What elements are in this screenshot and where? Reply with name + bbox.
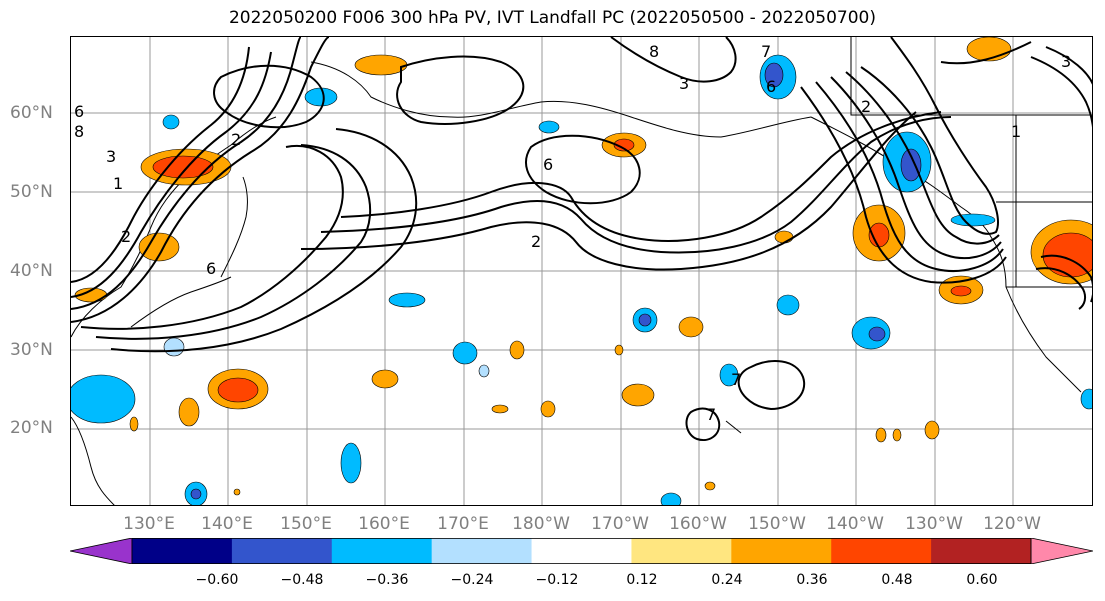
graticule — [71, 37, 1092, 505]
colorbar-tick-label: 0.36 — [796, 572, 828, 588]
lon-label-160w: 160°W — [669, 514, 727, 534]
contour-label: 2 — [861, 97, 871, 116]
colorbar-cell — [431, 538, 533, 564]
colorbar-extend-high — [1030, 538, 1093, 564]
map-canvas: 2 3 1 6 2 6 2 8 3 7 6 2 1 3 7 7 6 8 — [71, 37, 1092, 505]
colorbar-cell — [731, 538, 832, 564]
colorbar-tick-label: −0.36 — [365, 572, 409, 588]
lat-label-40n: 40°N — [10, 261, 53, 281]
lat-label-20n: 20°N — [10, 418, 53, 438]
contour-label: 6 — [543, 155, 553, 174]
lat-label-60n: 60°N — [10, 103, 53, 123]
lat-label-50n: 50°N — [10, 182, 53, 202]
colorbar-cell — [231, 538, 333, 564]
lon-label-140w: 140°W — [826, 514, 884, 534]
contour-label: 2 — [231, 130, 241, 149]
lon-label-130e: 130°E — [123, 514, 175, 534]
colorbar-tick-label: −0.60 — [195, 572, 239, 588]
lon-label-120w: 120°W — [983, 514, 1041, 534]
map-panel: 2 3 1 6 2 6 2 8 3 7 6 2 1 3 7 7 6 8 — [70, 36, 1093, 506]
colorbar-tick-label: 0.24 — [711, 572, 743, 588]
lon-label-140e: 140°E — [201, 514, 253, 534]
contour-label: 7 — [731, 370, 741, 389]
colorbar-cell — [931, 538, 1032, 564]
lon-label-170w: 170°W — [591, 514, 649, 534]
pv-contours — [71, 37, 1092, 441]
colorbar-cell — [132, 538, 233, 564]
lat-label-30n: 30°N — [10, 340, 53, 360]
colorbar-extend-low — [70, 538, 133, 564]
colorbar-cell — [831, 538, 932, 564]
colorbar — [70, 538, 1093, 564]
colorbar-cell — [331, 538, 433, 564]
colorbar-tick-label: 0.60 — [966, 572, 998, 588]
colorbar-tick-label: −0.48 — [280, 572, 324, 588]
colorbar-tick-label: −0.24 — [450, 572, 494, 588]
lon-label-160e: 160°E — [358, 514, 410, 534]
colorbar-cell — [631, 538, 732, 564]
contour-label: 6 — [206, 259, 216, 278]
colorbar-outline — [131, 538, 1032, 564]
ivt-shading — [71, 37, 1092, 505]
contour-label: 7 — [761, 42, 771, 61]
lon-label-130w: 130°W — [905, 514, 963, 534]
contour-label: 6 — [766, 77, 776, 96]
map-title: 2022050200 F006 300 hPa PV, IVT Landfall… — [228, 8, 876, 28]
lon-label-150e: 150°E — [280, 514, 332, 534]
contour-label: 3 — [106, 147, 116, 166]
contour-labels: 2 3 1 6 2 6 2 8 3 7 6 2 1 3 7 7 6 8 — [74, 42, 1071, 424]
colorbar-cells — [70, 538, 1093, 564]
contour-label: 7 — [706, 405, 716, 424]
contour-label: 6 — [74, 102, 84, 121]
colorbar-tick-label: −0.12 — [535, 572, 579, 588]
lon-label-180w: 180°W — [512, 514, 570, 534]
contour-label: 1 — [1011, 122, 1021, 141]
contour-label: 3 — [679, 74, 689, 93]
contour-label: 8 — [74, 122, 84, 141]
contour-label: 1 — [113, 174, 123, 193]
lon-label-170e: 170°E — [437, 514, 489, 534]
lon-label-150w: 150°W — [748, 514, 806, 534]
colorbar-cell — [531, 538, 632, 564]
contour-label: 2 — [531, 232, 541, 251]
contour-label: 2 — [121, 227, 131, 246]
colorbar-tick-label: 0.12 — [626, 572, 658, 588]
contour-label: 3 — [1061, 52, 1071, 71]
colorbar-tick-label: 0.48 — [881, 572, 913, 588]
contour-label: 8 — [649, 42, 659, 61]
